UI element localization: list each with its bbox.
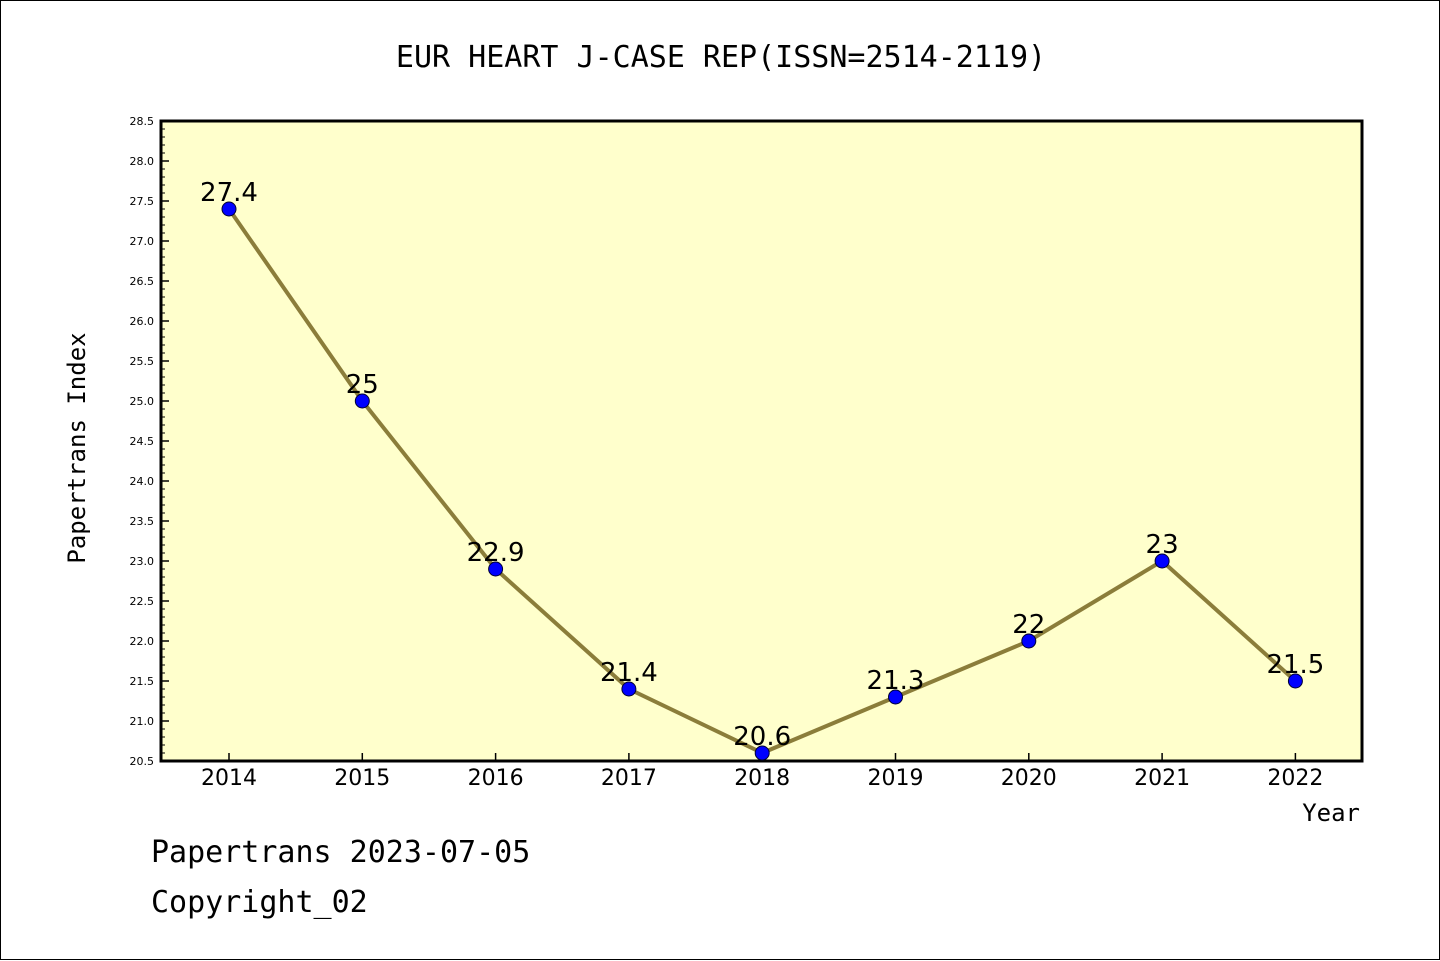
chart-title: EUR HEART J-CASE REP(ISSN=2514-2119) [396,40,1046,75]
x-tick-label: 2018 [734,766,790,791]
x-tick-label: 2015 [334,766,390,791]
data-label: 22.9 [467,538,525,568]
data-label: 21.5 [1266,650,1324,680]
data-label: 21.4 [600,658,658,688]
y-tick-label: 21.5 [130,675,155,688]
data-point [754,745,770,761]
x-tick-label: 2020 [1001,766,1057,791]
footer-date: Papertrans 2023-07-05 [151,835,531,870]
y-tick-label: 22.5 [130,595,155,608]
data-point [354,393,370,409]
x-tick-label: 2017 [601,766,657,791]
footer-copyright: Copyright_02 [151,885,368,920]
y-tick-label: 23.0 [130,555,155,568]
y-tick-label: 28.5 [130,115,155,128]
x-tick-label: 2014 [201,766,257,791]
x-tick-label: 2016 [468,766,524,791]
y-tick-label: 27.0 [130,235,155,248]
data-points [221,201,1303,761]
y-tick-label: 26.5 [130,275,155,288]
y-tick-label: 20.5 [130,755,155,768]
x-tick-label: 2021 [1134,766,1190,791]
y-tick-label: 26.0 [130,315,155,328]
y-tick-label: 21.0 [130,715,155,728]
data-label: 20.6 [733,722,791,752]
y-axis-label: Papertrans Index [63,332,91,563]
y-tick-label: 24.5 [130,435,155,448]
data-point [488,561,504,577]
y-tick-label: 23.5 [130,515,155,528]
data-point [221,201,237,217]
data-label: 22 [1012,610,1045,640]
data-point [621,681,637,697]
data-point [1154,553,1170,569]
y-tick-label: 28.0 [130,155,155,168]
y-tick-label: 27.5 [130,195,155,208]
data-point [1287,673,1303,689]
y-axis: 20.5 21.0 21.5 22.0 22.5 23.0 23.5 24.0 24.5 25.0… [130,115,169,768]
x-tick-label: 2022 [1267,766,1323,791]
x-axis-label: Year [1302,799,1360,827]
data-label: 27.4 [200,178,258,208]
data-point [888,689,903,705]
y-tick-label: 25.5 [130,355,155,368]
data-point [1021,633,1037,649]
x-tick-label: 2019 [868,766,924,791]
data-labels: 27.4 25 22.9 21.4 20.6 21.3 22 23 21.5 [200,178,1324,752]
data-label: 25 [346,370,379,400]
y-tick-label: 24.0 [130,475,155,488]
data-label: 21.3 [867,666,925,696]
plot-area [159,119,1364,763]
x-axis: 2014 2015 2016 2017 2018 2019 2020 2021 2022 [201,753,1323,791]
y-tick-label: 25.0 [130,395,155,408]
data-label: 23 [1146,530,1179,560]
y-tick-label: 22.0 [130,635,155,648]
